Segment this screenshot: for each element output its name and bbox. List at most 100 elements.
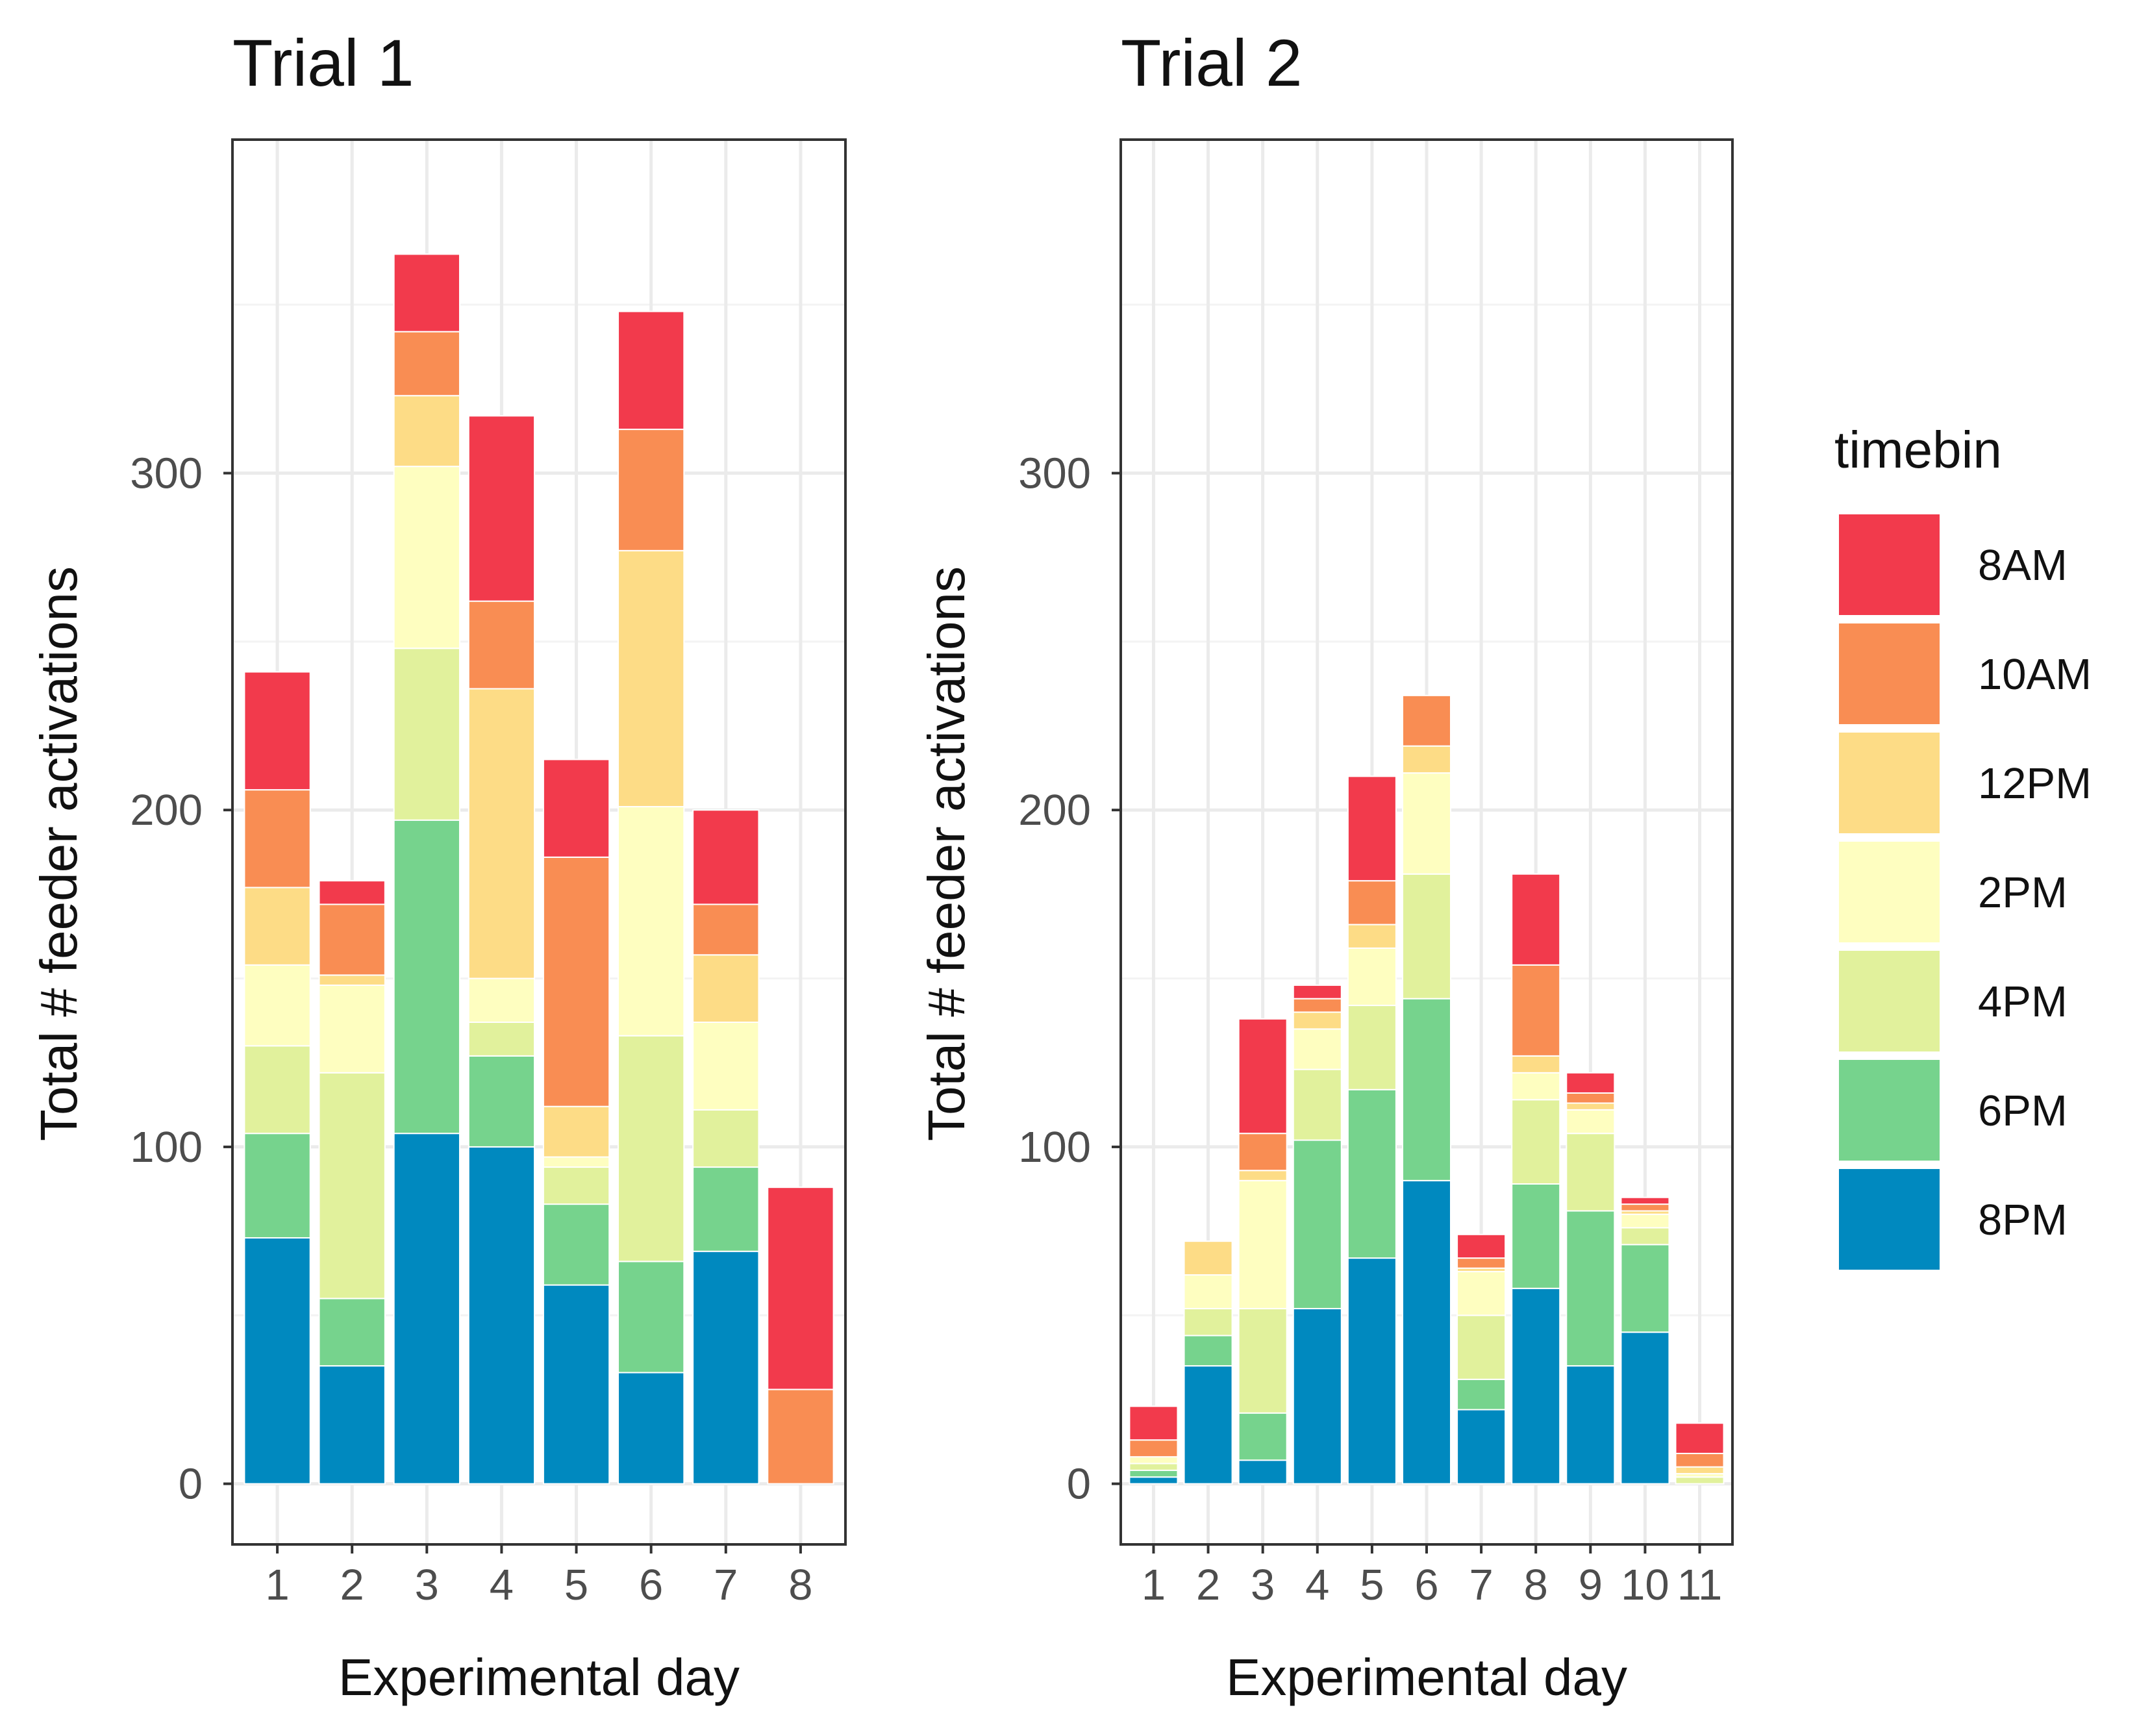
bar-segment-day2-4pm [318,1072,386,1300]
bar-segment-day8-2pm [1511,1072,1561,1101]
bar-segment-day7-2pm [1456,1270,1506,1316]
bar-segment-day1-8am [244,671,311,791]
bar-segment-day5-10am [1347,880,1397,925]
bar-segment-day11-12pm [1675,1466,1725,1475]
bar-segment-day6-8pm [618,1372,685,1485]
bar-segment-day11-4pm [1675,1476,1725,1485]
bar-segment-day5-8am [1347,775,1397,882]
x-axis-title: Experimental day [338,1648,740,1706]
bar-segment-day7-12pm [692,954,760,1024]
bar-segment-day10-8pm [1620,1331,1670,1485]
bar-segment-day6-6pm [618,1261,685,1374]
x-tick-label: 1 [1142,1561,1166,1609]
legend-key-6pm [1839,1060,1940,1161]
trial-1-panel: 0 100 200 300 1 2 3 4 5 6 7 8 Trial 1 Experimental da… [30,26,847,1706]
bar-segment-day5-10am [542,856,610,1107]
bar-segment-day6-2pm [1401,772,1452,875]
bar-segment-day7-6pm [692,1166,760,1252]
bar-segment-day2-8pm [318,1365,386,1485]
bar-segment-day7-8pm [692,1250,760,1485]
y-tick-label: 200 [1018,786,1091,835]
bar-segment-day4-4pm [1292,1068,1342,1141]
bar-segment-day2-6pm [318,1298,386,1367]
bar-segment-day4-8pm [468,1146,536,1485]
bar-segment-day5-12pm [1347,924,1397,949]
bar-segment-day1-2pm [244,964,311,1047]
bar-segment-day6-6pm [1401,998,1452,1181]
legend-key-8pm [1839,1169,1940,1270]
bar-segment-day7-8am [692,809,760,905]
legend-label-10am: 10AM [1978,650,2092,699]
bar-segment-day2-2pm [1183,1274,1233,1309]
x-tick-label: 4 [1305,1561,1329,1609]
bar-segment-day2-10am [318,903,386,976]
bar-segment-day8-8pm [1511,1287,1561,1485]
bar-segment-day6-8pm [1401,1179,1452,1485]
bar-segment-day6-10am [1401,694,1452,747]
bar-segment-day4-6pm [1292,1139,1342,1309]
bar-segment-day1-8pm [244,1237,311,1485]
bar-segment-day8-10am [1511,964,1561,1057]
bar-segment-day2-8pm [1183,1365,1233,1485]
x-tick-label: 5 [564,1561,588,1609]
bar-segment-day5-12pm [542,1105,610,1158]
bar-segment-day8-8am [767,1187,834,1390]
legend-label-8pm: 8PM [1978,1196,2068,1244]
bar-segment-day1-4pm [1129,1463,1179,1471]
bar-segment-day9-2pm [1566,1109,1616,1135]
bar-segment-day6-12pm [618,549,685,808]
bar-segment-day5-8pm [1347,1257,1397,1485]
y-axis-title: Total # feeder activations [918,566,975,1141]
bar-segment-day7-10am [1456,1257,1506,1269]
bar-segment-day4-8am [468,415,536,602]
bar-segment-day6-2pm [618,806,685,1037]
x-tick-label: 8 [788,1561,812,1609]
bar-segment-day9-8pm [1566,1365,1616,1485]
x-tick-label: 3 [1251,1561,1275,1609]
legend-label-6pm: 6PM [1978,1087,2068,1135]
bar-segment-day6-4pm [618,1035,685,1263]
bar-segment-day9-6pm [1566,1210,1616,1367]
bar-segment-day7-10am [692,903,760,956]
bar-segment-day11-10am [1675,1452,1725,1468]
bar-segment-day8-6pm [1511,1183,1561,1289]
bar-segment-day7-6pm [1456,1378,1506,1411]
bar-segment-day2-8am [318,880,386,905]
legend-title: timebin [1834,421,2002,479]
x-tick-label: 8 [1524,1561,1548,1609]
bar-segment-day3-12pm [1238,1170,1288,1181]
panel-border [231,138,847,1546]
bar-segment-day6-4pm [1401,873,1452,1000]
bar-segment-day1-2pm [1129,1456,1179,1465]
bar-segment-day4-2pm [1292,1028,1342,1070]
bar-segment-day1-8am [1129,1405,1179,1441]
bar-segment-day6-8am [618,310,685,431]
y-tick-label: 0 [179,1460,203,1509]
bar-segment-day1-6pm [1129,1469,1179,1478]
y-axis-title: Total # feeder activations [30,566,88,1141]
bar-segment-day11-8am [1675,1422,1725,1454]
bar-segment-day3-12pm [393,395,460,468]
bar-segment-day4-10am [1292,998,1342,1013]
bar-segment-day2-12pm [1183,1240,1233,1276]
bar-segment-day5-4pm [542,1166,610,1205]
legend-key-10am [1839,623,1940,724]
bar-segment-day7-4pm [692,1109,760,1168]
bar-segment-day3-8pm [393,1133,460,1485]
panel-title: Trial 2 [1121,26,1303,100]
bar-segment-day2-4pm [1183,1307,1233,1337]
bar-segment-day2-2pm [318,984,386,1074]
bar-segment-day7-4pm [1456,1315,1506,1380]
x-tick-label: 2 [340,1561,364,1609]
x-tick-label: 5 [1360,1561,1384,1609]
bar-segment-day3-4pm [1238,1307,1288,1414]
timebin-legend: timebin 8AM 10AM 12PM 2PM 4PM 6PM 8PM [1834,421,2092,1270]
bar-segment-day1-6pm [244,1133,311,1239]
bar-segment-day2-6pm [1183,1335,1233,1367]
x-tick-label: 6 [1414,1561,1438,1609]
bar-segment-day9-4pm [1566,1133,1616,1212]
bar-segment-day5-4pm [1347,1005,1397,1090]
x-tick-label: 9 [1579,1561,1603,1609]
legend-key-2pm [1839,842,1940,942]
